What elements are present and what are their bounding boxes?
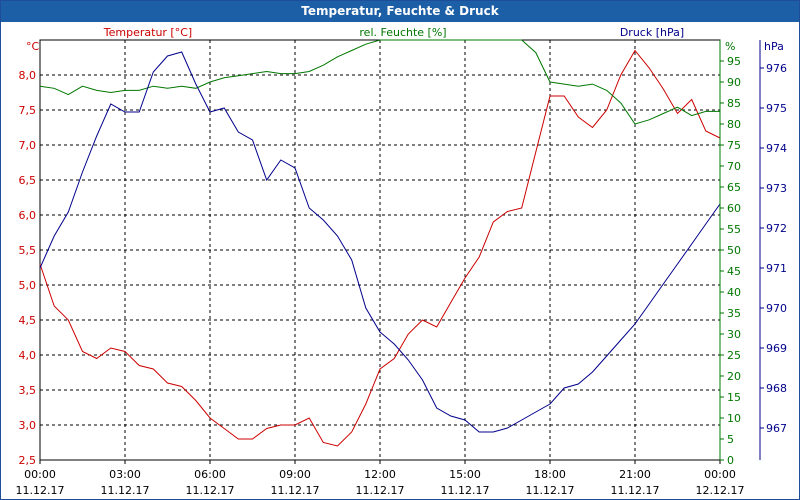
x-tick-date-label: 11.12.17	[526, 484, 575, 497]
humidity-tick-label: 15	[727, 391, 741, 404]
humidity-tick-label: 90	[727, 76, 741, 89]
temp-tick-label: 3,5	[19, 384, 37, 397]
pressure-axis-unit: hPa	[764, 40, 784, 53]
humidity-series-line	[39, 39, 720, 125]
humidity-tick-label: 80	[727, 118, 741, 131]
x-tick-date-label: 12.12.17	[696, 484, 745, 497]
pressure-tick-label: 973	[766, 182, 787, 195]
humidity-tick-label: 5	[727, 433, 734, 446]
axes: 2,5 3,0 3,5 4,0 4,5 5,0 5,5 6,0 6,5 7,0 7,5 8,0 00:0…	[16, 40, 787, 497]
x-tick-date-label: 11.12.17	[441, 484, 490, 497]
x-tick-time-label: 03:00	[109, 468, 141, 481]
humidity-tick-label: 20	[727, 370, 741, 383]
chart-title: Temperatur, Feuchte & Druck	[1, 1, 799, 22]
pressure-tick-label: 975	[766, 102, 787, 115]
temp-tick-label: 5,5	[19, 244, 37, 257]
pressure-tick-label: 967	[766, 422, 787, 435]
x-tick-time-label: 18:00	[534, 468, 566, 481]
x-tick-time-label: 00:00	[704, 468, 736, 481]
humidity-tick-label: 10	[727, 412, 741, 425]
temp-axis-unit: °C	[26, 40, 40, 53]
humidity-tick-label: 50	[727, 244, 741, 257]
pressure-tick-label: 971	[766, 262, 787, 275]
temp-legend-label: Temperatur [°C]	[103, 26, 192, 39]
humidity-tick-label: 55	[727, 223, 741, 236]
humidity-tick-label: 45	[727, 265, 741, 278]
humidity-tick-label: 85	[727, 97, 741, 110]
x-tick-time-label: 09:00	[279, 468, 311, 481]
humidity-tick-label: 65	[727, 181, 741, 194]
humidity-tick-label: 60	[727, 202, 741, 215]
temp-tick-label: 3,0	[19, 419, 37, 432]
humidity-tick-label: 70	[727, 160, 741, 173]
pressure-tick-label: 972	[766, 222, 787, 235]
x-tick-time-label: 21:00	[619, 468, 651, 481]
humidity-tick-label: 25	[727, 349, 741, 362]
grid	[40, 40, 720, 460]
humidity-axis-unit: %	[725, 40, 735, 53]
x-tick-date-label: 11.12.17	[356, 484, 405, 497]
x-tick-time-label: 15:00	[449, 468, 481, 481]
x-tick-date-label: 11.12.17	[271, 484, 320, 497]
x-tick-time-label: 06:00	[194, 468, 226, 481]
temp-tick-label: 7,0	[19, 139, 37, 152]
humidity-tick-label: 40	[727, 286, 741, 299]
pressure-series-line	[39, 51, 721, 433]
x-tick-date-label: 11.12.17	[101, 484, 150, 497]
humidity-tick-label: 30	[727, 328, 741, 341]
temp-tick-label: 7,5	[19, 104, 37, 117]
humidity-tick-label: 0	[727, 454, 734, 467]
temp-tick-label: 8,0	[19, 69, 37, 82]
x-tick-time-label: 12:00	[364, 468, 396, 481]
pressure-tick-label: 974	[766, 142, 787, 155]
x-tick-date-label: 11.12.17	[186, 484, 235, 497]
pressure-tick-label: 968	[766, 382, 787, 395]
x-tick-time-label: 00:00	[24, 468, 56, 481]
humidity-tick-label: 35	[727, 307, 741, 320]
x-tick-date-label: 11.12.17	[16, 484, 65, 497]
temperature-series-line	[39, 49, 721, 447]
humidity-tick-label: 95	[727, 55, 741, 68]
temp-tick-label: 5,0	[19, 279, 37, 292]
pressure-legend-label: Druck [hPa]	[620, 26, 684, 39]
temp-tick-label: 6,5	[19, 174, 37, 187]
pressure-tick-label: 969	[766, 342, 787, 355]
pressure-tick-label: 970	[766, 302, 787, 315]
temp-tick-label: 4,5	[19, 314, 37, 327]
series-group	[39, 39, 721, 447]
temp-tick-label: 4,0	[19, 349, 37, 362]
temp-tick-label: 2,5	[19, 454, 37, 467]
humidity-legend-label: rel. Feuchte [%]	[359, 26, 446, 39]
temp-tick-label: 6,0	[19, 209, 37, 222]
humidity-tick-label: 75	[727, 139, 741, 152]
pressure-tick-label: 976	[766, 62, 787, 75]
x-tick-date-label: 11.12.17	[611, 484, 660, 497]
